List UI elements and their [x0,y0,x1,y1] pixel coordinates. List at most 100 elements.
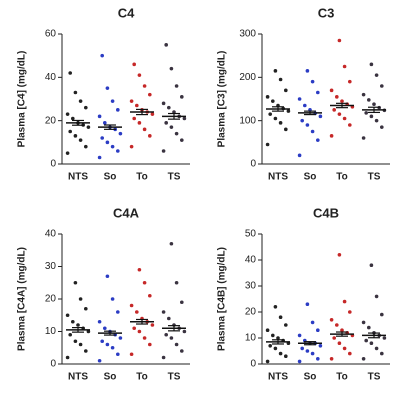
data-point [86,125,91,129]
data-point [271,333,275,338]
data-point [337,38,342,43]
data-point [316,328,320,333]
data-point [132,326,136,331]
data-point [276,336,280,340]
data-point [73,134,78,138]
data-point [305,349,310,353]
data-point [286,109,291,113]
data-point [180,95,184,99]
y-tick-label: 0 [50,359,56,370]
data-point [265,95,270,99]
data-point [148,92,152,97]
data-point [169,66,174,71]
data-point [97,358,102,363]
data-point [148,134,152,138]
data-point [169,125,174,129]
y-tick-label: 0 [250,359,256,370]
panel-title: C3 [318,5,335,20]
data-point [284,323,288,327]
data-point [78,99,83,103]
data-point [329,318,334,322]
data-point [169,336,174,340]
data-point [316,138,320,142]
data-point [110,99,115,103]
data-point [148,293,152,298]
data-point [116,108,120,112]
x-tick-label: So [304,372,317,383]
data-point [164,43,168,47]
data-point [100,53,104,58]
data-point [335,95,339,99]
data-point [335,323,339,327]
data-point [361,357,366,361]
data-point [361,92,366,97]
x-tick-label: So [304,172,317,183]
x-tick-label: NTS [268,372,288,383]
data-point [97,114,102,119]
data-point [337,341,342,346]
data-point [71,319,75,324]
data-point [380,351,384,356]
data-point [161,355,166,360]
data-point [137,267,142,272]
y-tick-label: 60 [45,29,57,40]
data-point [340,99,344,103]
y-tick-label: 40 [245,255,257,266]
x-tick-label: TS [168,372,181,383]
data-point [265,142,270,147]
data-point [105,86,110,90]
data-point [148,342,152,347]
data-point [68,129,72,134]
data-point [135,310,139,314]
data-point [382,336,387,340]
x-tick-label: To [336,372,347,383]
data-point [310,351,315,356]
data-point [300,118,305,123]
data-point [135,103,139,108]
data-point [348,351,352,356]
data-point [342,299,347,304]
y-tick-label: 20 [45,294,57,305]
data-point [100,136,104,140]
y-tick-label: 20 [245,307,257,318]
data-point [305,69,310,73]
data-point [118,131,123,136]
y-tick-label: 0 [250,159,256,170]
data-point [364,111,369,115]
data-point [161,101,166,106]
x-tick-label: To [336,172,347,183]
data-point [129,303,134,308]
data-point [174,84,179,88]
data-point [100,339,104,344]
data-point [332,108,337,112]
data-point [174,342,179,347]
data-point [164,332,168,337]
data-point [316,357,320,361]
data-point [78,138,83,142]
data-point [73,280,78,285]
data-point [137,121,142,125]
data-point [129,99,134,103]
data-point [369,62,374,67]
x-tick-label: To [136,372,147,383]
data-point [65,112,70,116]
data-point [84,144,88,149]
data-point [68,332,72,337]
data-point [97,155,102,160]
data-point [318,114,323,119]
data-point [142,84,147,88]
data-point [132,62,136,67]
data-point [167,105,171,110]
data-point [284,354,288,359]
data-point [268,112,273,116]
data-point [137,73,142,77]
data-point [180,300,184,305]
data-point [182,329,187,334]
data-point [78,297,83,301]
data-point [172,110,176,114]
data-point [110,297,115,301]
x-tick-label: NTS [68,372,88,383]
data-point [284,88,288,93]
y-tick-label: 10 [45,326,57,337]
data-point [76,323,80,327]
